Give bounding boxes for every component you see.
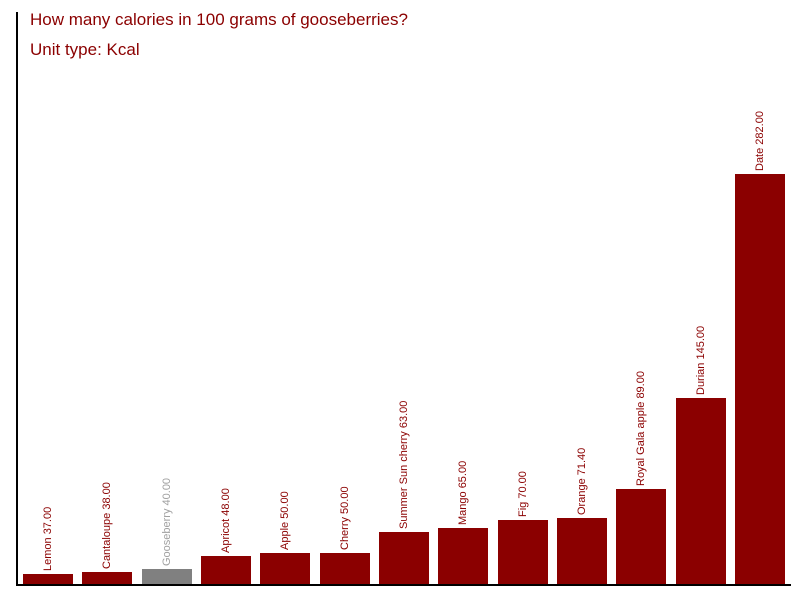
bar-orange <box>556 517 607 584</box>
bar-value-label-mango: Mango 65.00 <box>457 461 470 526</box>
y-axis-line <box>16 12 18 586</box>
bar-cherry <box>319 552 370 584</box>
bar-value-label-durian: Durian 145.00 <box>694 325 707 395</box>
bar-value-label-cherry: Cherry 50.00 <box>338 486 351 550</box>
chart-subtitle: Unit type: Kcal <box>30 40 140 59</box>
x-axis-line <box>16 584 791 586</box>
bar-apple <box>260 552 311 584</box>
bar-value-label-fig: Fig 70.00 <box>516 471 529 518</box>
bar-value-label-gooseberry: Gooseberry 40.00 <box>160 478 173 567</box>
bar-gooseberry <box>141 569 192 584</box>
bar-royal-gala-apple <box>616 489 667 584</box>
bar-summer-sun-cherry <box>378 531 429 584</box>
bar-fig <box>497 520 548 584</box>
bar-value-label-lemon: Lemon 37.00 <box>42 506 54 571</box>
bar-cantaloupe <box>82 572 133 584</box>
bar-value-label-date: Date 282.00 <box>753 111 766 171</box>
bar-value-label-orange: Orange 71.40 <box>575 447 588 515</box>
bar-value-label-royal-gala-apple: Royal Gala apple 89.00 <box>635 371 648 487</box>
bar-value-label-apple: Apple 50.00 <box>279 491 292 550</box>
bar-durian <box>675 397 726 584</box>
chart-title: How many calories in 100 grams of gooseb… <box>30 10 408 29</box>
bar-value-label-apricot: Apricot 48.00 <box>219 488 232 554</box>
bar-date <box>734 173 785 584</box>
bar-lemon <box>23 574 73 584</box>
bar-apricot <box>200 556 251 584</box>
bar-mango <box>438 528 489 584</box>
bar-value-label-summer-sun-cherry: Summer Sun cherry 63.00 <box>397 400 410 529</box>
bar-value-label-cantaloupe: Cantaloupe 38.00 <box>101 482 114 570</box>
